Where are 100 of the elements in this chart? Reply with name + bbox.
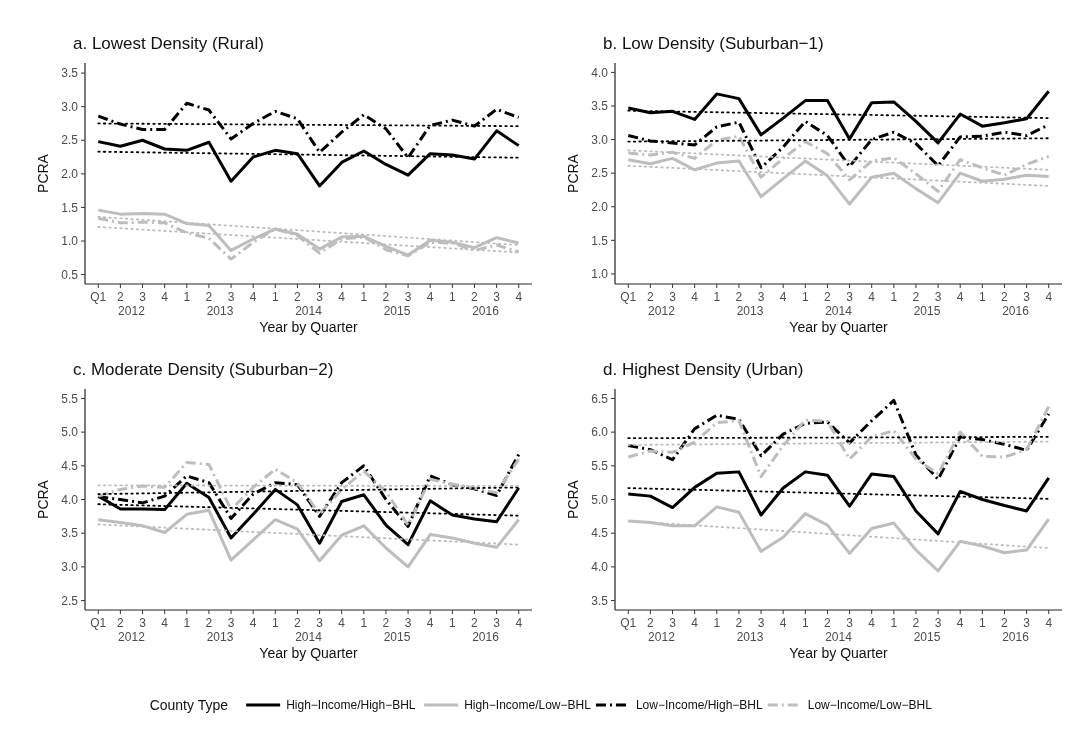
- y-tick-label: 3.0: [591, 132, 609, 147]
- x-tick-label: 2: [735, 616, 743, 630]
- x-tick-label: 4: [868, 616, 876, 630]
- x-tick-label: 3: [669, 290, 677, 304]
- x-tick-label: 4: [779, 290, 787, 304]
- y-tick-label: 2.5: [61, 133, 79, 148]
- y-tick-label: 5.5: [61, 391, 79, 406]
- x-tick-label: 1: [713, 616, 721, 630]
- x-tick-label: 2: [824, 290, 832, 304]
- x-tick-label: 3: [757, 290, 765, 304]
- chart-title: d. Highest Density (Urban): [603, 360, 804, 379]
- y-tick-label: 3.5: [591, 99, 609, 114]
- y-tick-label: 3.0: [61, 99, 79, 114]
- y-tick-label: 6.5: [591, 391, 609, 406]
- x-tick-label: 4: [691, 616, 699, 630]
- x-tick-label: 3: [934, 616, 942, 630]
- x-tick-label: 4: [691, 290, 699, 304]
- x-tick-label: 1: [978, 290, 986, 304]
- x-tick-label: 3: [669, 616, 677, 630]
- x-tick-label: 1: [801, 616, 809, 630]
- x-tick-label: 4: [956, 616, 964, 630]
- x-tick-label: Q1: [620, 290, 637, 304]
- x-tick-label: 2: [294, 616, 302, 630]
- x-tick-label: 1: [890, 616, 898, 630]
- chart-title: c. Moderate Density (Suburban−2): [73, 360, 334, 379]
- y-tick-label: 1.5: [61, 200, 79, 215]
- text: 2012: [648, 630, 676, 644]
- x-tick-label: 4: [1045, 290, 1053, 304]
- legend-label: High−Income/Low−BHL: [464, 698, 592, 713]
- x-tick-label: 1: [448, 616, 456, 630]
- x-tick-label: 4: [161, 290, 169, 304]
- y-tick-label: 2.5: [61, 593, 79, 608]
- x-tick-label: 2: [735, 290, 743, 304]
- text: 2016: [1002, 304, 1030, 318]
- text: 2013: [736, 630, 764, 644]
- y-tick-label: 3.5: [61, 66, 79, 81]
- text: 2015: [383, 304, 411, 318]
- x-tick-label: 1: [271, 616, 279, 630]
- text: 2014: [825, 630, 853, 644]
- text: 2014: [295, 630, 323, 644]
- x-tick-label: 1: [890, 290, 898, 304]
- x-tick-label: 3: [934, 290, 942, 304]
- y-axis-title: PCRA: [35, 153, 51, 193]
- text: 2014: [825, 304, 853, 318]
- legend-label: High−Income/High−BHL: [286, 698, 416, 713]
- text: 2012: [118, 630, 146, 644]
- x-tick-label: 4: [515, 616, 523, 630]
- x-tick-label: 3: [404, 616, 412, 630]
- x-tick-label: 2: [471, 616, 479, 630]
- y-tick-label: 1.0: [591, 267, 609, 282]
- x-tick-label: 2: [1001, 616, 1009, 630]
- x-tick-label: 4: [338, 290, 346, 304]
- x-axis-title: Year by Quarter: [259, 645, 358, 661]
- x-tick-label: 4: [956, 290, 964, 304]
- text: 2016: [1002, 630, 1030, 644]
- x-tick-label: 1: [360, 616, 368, 630]
- x-tick-label: 1: [978, 616, 986, 630]
- x-tick-label: 3: [493, 290, 501, 304]
- x-tick-label: 2: [294, 290, 302, 304]
- x-tick-label: 3: [846, 616, 854, 630]
- y-axis-title: PCRA: [565, 479, 581, 519]
- x-tick-label: 3: [1023, 616, 1031, 630]
- legend-label: Low−Income/High−BHL: [635, 698, 764, 713]
- y-tick-label: 1.0: [61, 234, 79, 249]
- y-tick-label: 4.0: [591, 560, 609, 575]
- y-tick-label: 3.5: [591, 593, 609, 608]
- x-tick-label: 2: [912, 290, 920, 304]
- x-tick-label: 1: [448, 290, 456, 304]
- y-tick-label: 2.0: [61, 167, 79, 182]
- text: 2013: [206, 304, 234, 318]
- x-tick-label: 3: [846, 290, 854, 304]
- x-axis-title: Year by Quarter: [789, 319, 888, 335]
- x-tick-label: 2: [382, 290, 390, 304]
- chart-title: b. Low Density (Suburban−1): [603, 34, 824, 53]
- x-tick-label: Q1: [90, 616, 107, 630]
- x-tick-label: 3: [139, 616, 147, 630]
- text: 2012: [118, 304, 146, 318]
- x-tick-label: 4: [426, 290, 434, 304]
- x-tick-label: 4: [161, 616, 169, 630]
- text: 2015: [383, 630, 411, 644]
- text: 2015: [913, 304, 941, 318]
- x-tick-label: 1: [713, 290, 721, 304]
- text: 2016: [472, 630, 500, 644]
- x-tick-label: 1: [183, 616, 191, 630]
- x-tick-label: 2: [471, 290, 479, 304]
- y-tick-label: 4.5: [591, 526, 609, 541]
- y-tick-label: 4.0: [61, 492, 79, 507]
- y-tick-label: 5.5: [591, 459, 609, 474]
- y-tick-label: 0.5: [61, 267, 79, 282]
- x-tick-label: 2: [117, 290, 125, 304]
- x-tick-label: 4: [1045, 616, 1053, 630]
- y-axis-title: PCRA: [35, 479, 51, 519]
- x-tick-label: 2: [1001, 290, 1009, 304]
- x-tick-label: 4: [779, 616, 787, 630]
- y-tick-label: 4.5: [61, 459, 79, 474]
- y-tick-label: 2.0: [591, 199, 609, 214]
- x-tick-label: 3: [227, 616, 235, 630]
- x-tick-label: 4: [868, 290, 876, 304]
- x-tick-label: 4: [515, 290, 523, 304]
- x-tick-label: 3: [493, 616, 501, 630]
